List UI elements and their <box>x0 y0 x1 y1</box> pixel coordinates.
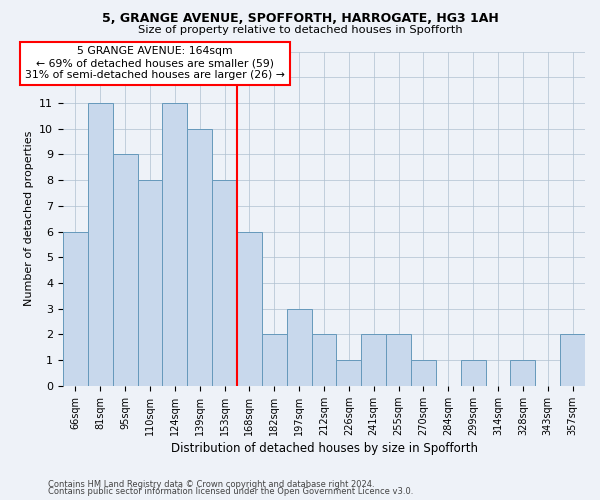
X-axis label: Distribution of detached houses by size in Spofforth: Distribution of detached houses by size … <box>170 442 478 455</box>
Bar <box>311 334 337 386</box>
Text: Contains HM Land Registry data © Crown copyright and database right 2024.: Contains HM Land Registry data © Crown c… <box>48 480 374 489</box>
Bar <box>411 360 436 386</box>
Text: Size of property relative to detached houses in Spofforth: Size of property relative to detached ho… <box>137 25 463 35</box>
Bar <box>137 180 163 386</box>
Bar <box>337 360 361 386</box>
Bar <box>88 103 113 386</box>
Text: 5 GRANGE AVENUE: 164sqm
← 69% of detached houses are smaller (59)
31% of semi-de: 5 GRANGE AVENUE: 164sqm ← 69% of detache… <box>25 46 285 80</box>
Bar <box>187 128 212 386</box>
Bar <box>237 232 262 386</box>
Text: Contains public sector information licensed under the Open Government Licence v3: Contains public sector information licen… <box>48 487 413 496</box>
Bar <box>163 103 187 386</box>
Bar <box>212 180 237 386</box>
Bar <box>113 154 137 386</box>
Text: 5, GRANGE AVENUE, SPOFFORTH, HARROGATE, HG3 1AH: 5, GRANGE AVENUE, SPOFFORTH, HARROGATE, … <box>101 12 499 26</box>
Y-axis label: Number of detached properties: Number of detached properties <box>23 131 34 306</box>
Bar <box>63 232 88 386</box>
Bar <box>287 308 311 386</box>
Bar <box>560 334 585 386</box>
Bar <box>361 334 386 386</box>
Bar <box>386 334 411 386</box>
Bar <box>262 334 287 386</box>
Bar <box>461 360 485 386</box>
Bar <box>511 360 535 386</box>
